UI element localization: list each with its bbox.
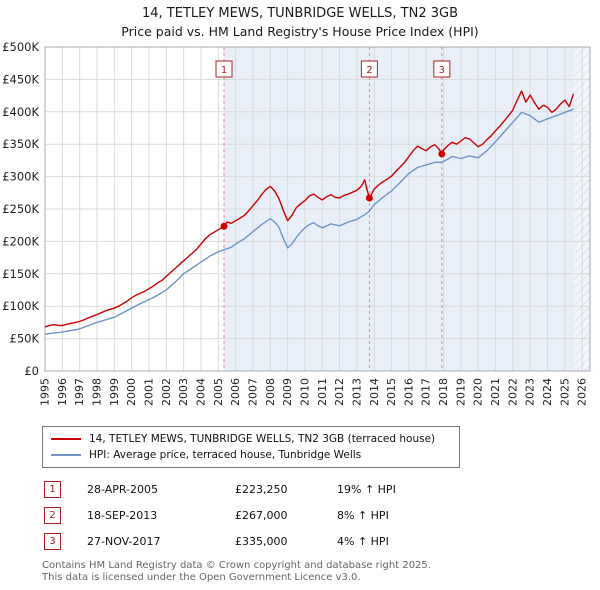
sale-marker-box — [360, 60, 378, 78]
y-tick-label: £150K — [2, 267, 39, 281]
legend-label-hpi: HPI: Average price, terraced house, Tunb… — [89, 449, 362, 461]
x-tick-label: 2005 — [212, 378, 225, 406]
txn-date: 28-APR-2005 — [87, 482, 159, 496]
txn-number-badge: 3 — [44, 532, 61, 550]
x-tick-label: 2017 — [420, 378, 433, 406]
x-tick-label: 2015 — [385, 378, 398, 406]
x-tick-label: 1998 — [90, 378, 103, 406]
txn-hpi-delta: 4% ↑ HPI — [337, 534, 389, 548]
y-tick-label: £350K — [2, 137, 39, 151]
y-tick-label: £50K — [10, 332, 40, 346]
x-tick-label: 2020 — [472, 378, 485, 406]
txn-hpi-delta: 19% ↑ HPI — [337, 482, 396, 496]
x-tick-label: 1996 — [56, 378, 69, 406]
footer-line-2: This data is licensed under the Open Gov… — [42, 572, 361, 583]
x-tick-label: 2024 — [541, 378, 554, 406]
chart-legend: 14, TETLEY MEWS, TUNBRIDGE WELLS, TN2 3G… — [42, 426, 460, 468]
x-tick-label: 2018 — [437, 378, 450, 406]
y-tick-label: £200K — [2, 234, 39, 248]
x-tick-label: 2025 — [558, 378, 571, 406]
x-tick-label: 2007 — [246, 378, 259, 406]
legend-item-hpi: HPI: Average price, terraced house, Tunb… — [51, 447, 451, 463]
x-tick-label: 2014 — [368, 378, 381, 406]
x-tick-label: 2023 — [524, 378, 537, 406]
sale-marker-number: 3 — [439, 65, 445, 76]
txn-number-badge: 2 — [44, 506, 61, 524]
hpi-line — [44, 108, 574, 335]
x-tick-label: 2009 — [281, 378, 294, 406]
transactions-table: 1 28-APR-2005 £223,250 19% ↑ HPI 2 18-SE… — [44, 476, 600, 554]
x-tick-label: 2022 — [506, 378, 519, 406]
x-tick-label: 2010 — [298, 378, 311, 406]
property-line-swatch — [51, 438, 81, 440]
txn-price: £335,000 — [235, 534, 288, 548]
x-tick-label: 1999 — [108, 378, 121, 406]
x-tick-label: 2008 — [264, 378, 277, 406]
sale-marker-number: 1 — [221, 65, 227, 76]
x-tick-label: 2000 — [125, 378, 138, 406]
x-tick-label: 2011 — [316, 378, 329, 406]
page-title: 14, TETLEY MEWS, TUNBRIDGE WELLS, TN2 3G… — [141, 6, 459, 21]
sale-marker-box — [215, 60, 233, 78]
y-tick-label: £250K — [2, 202, 39, 216]
footer-line-1: Contains HM Land Registry data © Crown c… — [42, 560, 431, 571]
x-tick-label: 2019 — [454, 378, 467, 406]
x-tick-label: 2026 — [576, 378, 589, 406]
x-tick-label: 2002 — [160, 378, 173, 406]
x-tick-label: 2001 — [142, 378, 155, 406]
hpi-line-swatch — [51, 454, 81, 456]
sale-marker-box — [433, 60, 451, 78]
page-subtitle: Price paid vs. HM Land Registry's House … — [121, 24, 479, 39]
x-tick-label: 2012 — [333, 378, 346, 406]
x-tick-label: 2006 — [229, 378, 242, 406]
y-tick-label: £450K — [2, 72, 39, 86]
sale-point — [365, 194, 373, 202]
table-row: 1 28-APR-2005 £223,250 19% ↑ HPI — [44, 476, 600, 502]
txn-hpi-delta: 8% ↑ HPI — [337, 508, 389, 522]
sale-marker-number: 2 — [366, 65, 372, 76]
price-chart: 1 2 3 £0 £50K £100K £150K £200K £250K £300K £350K £… — [2, 40, 591, 406]
y-tick-label: £300K — [2, 170, 39, 184]
x-tick-label: 2004 — [194, 378, 207, 406]
sale-point — [438, 150, 446, 158]
x-tick-label: 2016 — [402, 378, 415, 406]
license-footer: Contains HM Land Registry data © Crown c… — [42, 560, 600, 584]
x-tick-label: 2003 — [177, 378, 190, 406]
txn-date: 18-SEP-2013 — [87, 508, 158, 522]
txn-number-badge: 1 — [44, 480, 61, 498]
txn-date: 27-NOV-2017 — [87, 534, 161, 548]
x-tick-label: 1995 — [39, 378, 52, 406]
y-tick-label: £400K — [2, 105, 39, 119]
y-tick-label: £500K — [2, 40, 39, 54]
table-row: 3 27-NOV-2017 £335,000 4% ↑ HPI — [44, 528, 600, 554]
property-price-line — [44, 90, 575, 328]
x-tick-label: 2013 — [350, 378, 363, 406]
x-tick-label: 1997 — [73, 378, 86, 406]
sale-point — [220, 222, 228, 230]
x-tick-label: 2021 — [489, 378, 502, 406]
txn-price: £267,000 — [235, 508, 288, 522]
legend-label-property: 14, TETLEY MEWS, TUNBRIDGE WELLS, TN2 3G… — [89, 433, 436, 445]
legend-item-property: 14, TETLEY MEWS, TUNBRIDGE WELLS, TN2 3G… — [51, 431, 451, 447]
y-tick-label: £100K — [2, 299, 39, 313]
y-tick-label: £0 — [24, 364, 39, 378]
txn-price: £223,250 — [235, 482, 288, 496]
plot-border — [44, 46, 591, 372]
table-row: 2 18-SEP-2013 £267,000 8% ↑ HPI — [44, 502, 600, 528]
